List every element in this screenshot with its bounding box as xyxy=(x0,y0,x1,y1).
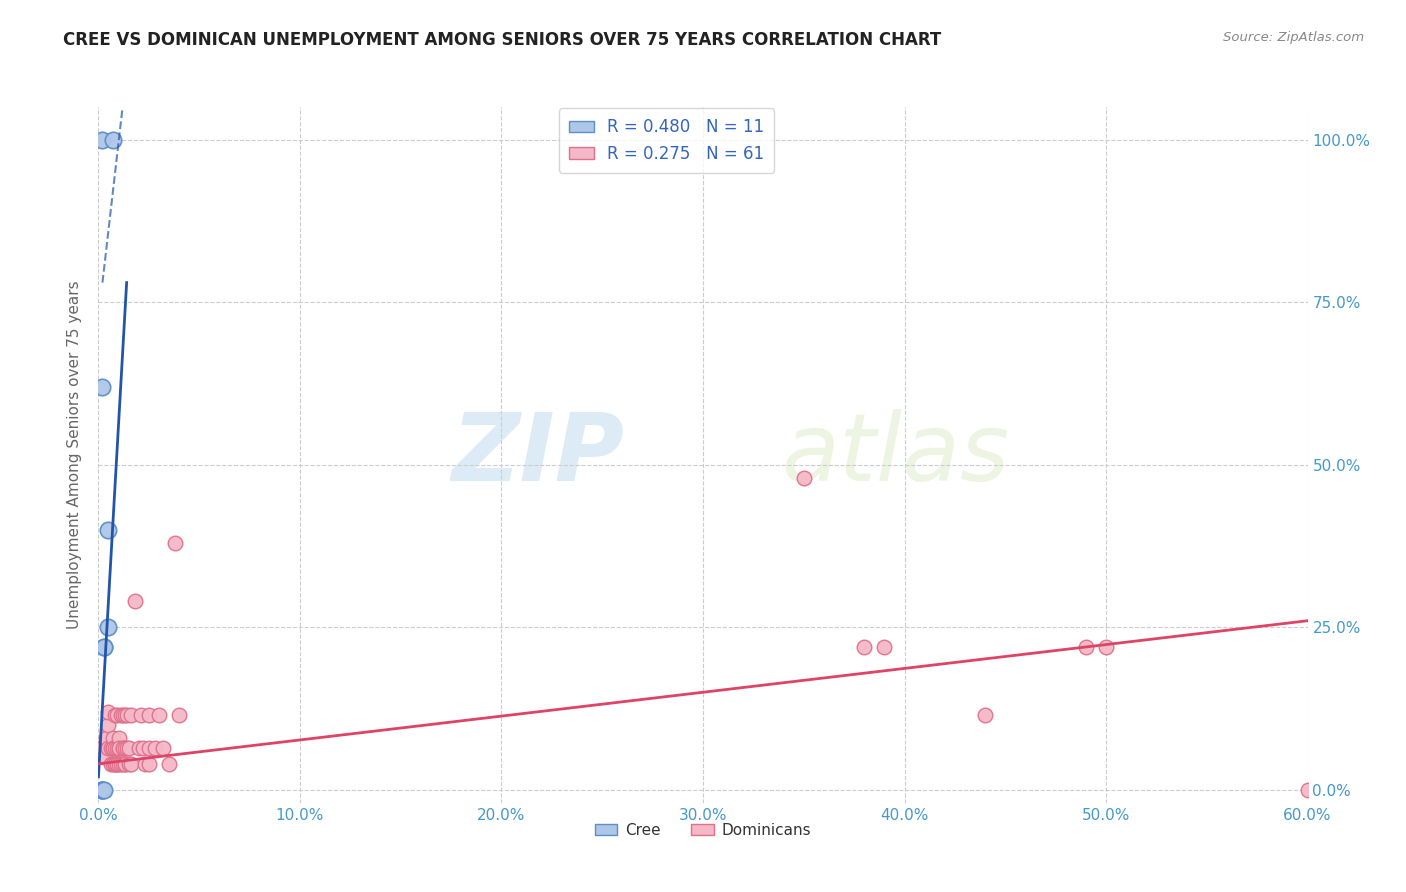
Point xyxy=(91,379,114,393)
Point xyxy=(114,740,136,755)
Point xyxy=(1074,640,1097,654)
Point xyxy=(97,705,120,719)
Point xyxy=(152,740,174,755)
Point xyxy=(114,708,136,723)
Point xyxy=(118,740,141,755)
Point xyxy=(97,718,120,732)
Point xyxy=(97,620,120,634)
Point xyxy=(114,756,136,771)
Point xyxy=(115,708,138,723)
Point xyxy=(93,640,115,654)
Point xyxy=(100,740,122,755)
Point xyxy=(124,594,146,608)
Point xyxy=(101,132,124,146)
Point xyxy=(129,708,152,723)
Point xyxy=(103,756,125,771)
Point xyxy=(101,740,124,755)
Point xyxy=(97,523,120,537)
Point xyxy=(157,756,180,771)
Point xyxy=(167,708,190,723)
Point xyxy=(111,708,134,723)
Point xyxy=(118,756,141,771)
Text: Source: ZipAtlas.com: Source: ZipAtlas.com xyxy=(1223,31,1364,45)
Y-axis label: Unemployment Among Seniors over 75 years: Unemployment Among Seniors over 75 years xyxy=(67,281,83,629)
Point xyxy=(111,740,134,755)
Point xyxy=(111,740,134,755)
Point xyxy=(138,740,160,755)
Point xyxy=(853,640,876,654)
Point xyxy=(974,708,997,723)
Point xyxy=(101,731,124,745)
Point xyxy=(103,756,125,771)
Point xyxy=(138,708,160,723)
Point xyxy=(132,740,155,755)
Point xyxy=(101,756,124,771)
Point xyxy=(128,740,150,755)
Point xyxy=(143,740,166,755)
Point xyxy=(114,756,136,771)
Point xyxy=(107,731,129,745)
Point xyxy=(873,640,896,654)
Point xyxy=(93,640,115,654)
Point xyxy=(93,750,115,764)
Point xyxy=(105,756,128,771)
Point xyxy=(105,740,128,755)
Point xyxy=(107,740,129,755)
Point xyxy=(163,535,186,549)
Text: atlas: atlas xyxy=(782,409,1010,500)
Text: CREE VS DOMINICAN UNEMPLOYMENT AMONG SENIORS OVER 75 YEARS CORRELATION CHART: CREE VS DOMINICAN UNEMPLOYMENT AMONG SEN… xyxy=(63,31,942,49)
Point xyxy=(110,708,132,723)
Text: ZIP: ZIP xyxy=(451,409,624,501)
Point xyxy=(107,740,129,755)
Point xyxy=(93,782,115,797)
Point xyxy=(115,740,138,755)
Point xyxy=(793,471,815,485)
Point xyxy=(91,740,114,755)
Point xyxy=(138,756,160,771)
Point xyxy=(134,756,156,771)
Point xyxy=(107,756,129,771)
Point xyxy=(97,740,120,755)
Point xyxy=(1296,782,1319,797)
Point xyxy=(96,731,118,745)
Point xyxy=(100,756,122,771)
Legend: Cree, Dominicans: Cree, Dominicans xyxy=(589,817,817,844)
Point xyxy=(120,756,142,771)
Point xyxy=(91,132,114,146)
Point xyxy=(111,756,134,771)
Point xyxy=(105,708,128,723)
Point xyxy=(103,740,125,755)
Point xyxy=(91,782,114,797)
Point xyxy=(110,756,132,771)
Point xyxy=(148,708,170,723)
Point xyxy=(91,782,114,797)
Point xyxy=(103,708,125,723)
Point xyxy=(91,782,114,797)
Point xyxy=(105,756,128,771)
Point xyxy=(120,708,142,723)
Point xyxy=(1095,640,1118,654)
Point xyxy=(101,740,124,755)
